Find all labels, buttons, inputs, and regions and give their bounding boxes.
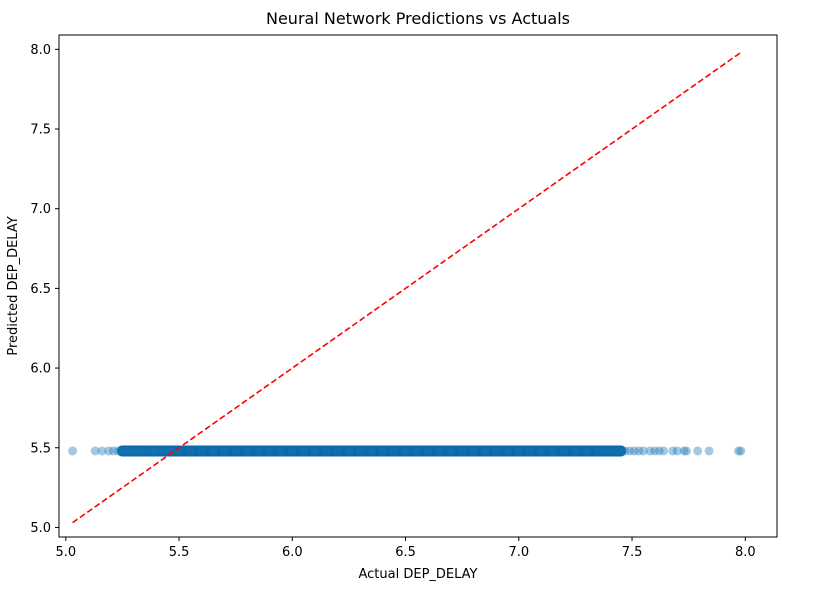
scatter-point	[548, 446, 558, 456]
y-tick-label: 8.0	[30, 43, 51, 58]
scatter-point	[140, 446, 150, 456]
x-axis: 5.0 5.5 6.0 6.5 7.0 7.5 8.0	[55, 537, 756, 560]
chart-title: Neural Network Predictions vs Actuals	[266, 9, 570, 28]
scatter-point	[491, 446, 501, 456]
scatter-point	[147, 446, 157, 456]
scatter-point	[536, 446, 546, 456]
scatter-point	[412, 446, 422, 456]
scatter-point	[219, 446, 229, 456]
scatter-point	[733, 446, 743, 456]
scatter-point	[582, 446, 592, 456]
y-axis: 5.0 5.5 6.0 6.5 7.0 7.5 8.0	[30, 43, 59, 536]
scatter-point	[654, 446, 664, 456]
y-tick-label: 5.0	[30, 521, 51, 536]
scatter-point	[638, 446, 648, 456]
y-tick-label: 6.5	[30, 282, 51, 297]
y-tick-label: 5.5	[30, 441, 51, 456]
scatter-point	[355, 446, 365, 456]
scatter-point	[570, 446, 580, 456]
scatter-point	[113, 446, 123, 456]
scatter-point	[126, 446, 136, 456]
y-axis-label: Predicted DEP_DELAY	[6, 216, 21, 355]
scatter-point	[253, 446, 263, 456]
scatter-point	[668, 446, 678, 456]
scatter-point	[423, 446, 433, 456]
scatter-point	[321, 446, 331, 456]
scatter-point	[276, 446, 286, 456]
scatter-point	[620, 446, 630, 456]
scatter-point	[136, 446, 146, 456]
plot-area	[68, 51, 746, 524]
x-tick-label: 7.5	[622, 545, 643, 560]
scatter-point	[502, 446, 512, 456]
scatter-point	[525, 446, 535, 456]
scatter-point	[446, 446, 456, 456]
scatter-point	[389, 446, 399, 456]
scatter-point	[104, 446, 114, 456]
reference-line	[72, 51, 742, 524]
scatter-point	[299, 446, 309, 456]
scatter-point	[310, 446, 320, 456]
scatter-point	[593, 446, 603, 456]
scatter-point	[197, 446, 207, 456]
scatter-point	[650, 446, 660, 456]
scatter-point	[97, 446, 107, 456]
scatter-point	[645, 446, 655, 456]
scatter-point	[435, 446, 445, 456]
scatter-point	[68, 446, 78, 456]
scatter-point	[90, 446, 100, 456]
x-tick-label: 5.0	[55, 545, 76, 560]
axes-frame	[58, 34, 778, 538]
scatter-point	[704, 446, 714, 456]
scatter-point	[693, 446, 703, 456]
scatter-point	[333, 446, 343, 456]
scatter-point	[231, 446, 241, 456]
scatter-point	[131, 446, 141, 456]
scatter-point	[625, 446, 635, 456]
scatter-point	[108, 446, 118, 456]
scatter-point	[367, 446, 377, 456]
y-tick-label: 6.0	[30, 362, 51, 377]
scatter-point	[401, 446, 411, 456]
x-tick-label: 8.0	[735, 545, 756, 560]
scatter-point	[208, 446, 218, 456]
scatter-point	[514, 446, 524, 456]
scatter-point	[659, 446, 669, 456]
scatter-point	[242, 446, 252, 456]
scatter-point	[736, 446, 746, 456]
scatter-point	[607, 446, 617, 456]
scatter-point	[122, 446, 132, 456]
scatter-point	[378, 446, 388, 456]
scatter-point	[679, 446, 689, 456]
x-tick-label: 6.5	[395, 545, 416, 560]
scatter-point	[185, 446, 195, 456]
scatter-point	[634, 446, 644, 456]
scatter-point	[158, 446, 168, 456]
scatter-point	[559, 446, 569, 456]
scatter-point	[681, 446, 691, 456]
scatter-point	[265, 446, 275, 456]
scatter-point	[287, 446, 297, 456]
scatter-point	[117, 446, 127, 456]
scatter-point	[151, 446, 161, 456]
scatter-point	[613, 446, 623, 456]
scatter-point	[457, 446, 467, 456]
x-tick-label: 6.0	[282, 545, 303, 560]
scatter-point	[480, 446, 490, 456]
y-tick-label: 7.0	[30, 202, 51, 217]
scatter-point	[672, 446, 682, 456]
scatter-point	[629, 446, 639, 456]
x-tick-label: 7.0	[508, 545, 529, 560]
scatter-point	[468, 446, 478, 456]
scatter-point	[600, 446, 610, 456]
y-tick-label: 7.5	[30, 123, 51, 138]
scatter-point	[344, 446, 354, 456]
x-axis-label: Actual DEP_DELAY	[358, 567, 477, 582]
x-tick-label: 5.5	[169, 545, 190, 560]
